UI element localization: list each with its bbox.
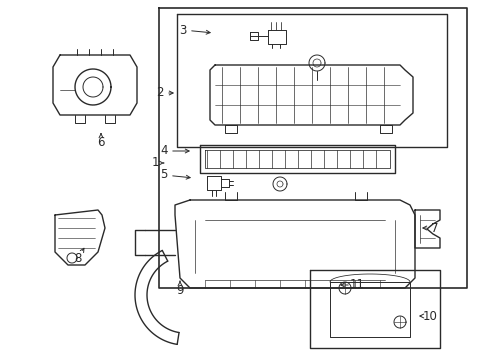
Text: 7: 7 bbox=[430, 221, 438, 234]
Text: 10: 10 bbox=[422, 310, 437, 323]
Text: 8: 8 bbox=[74, 252, 81, 265]
Text: 3: 3 bbox=[179, 23, 186, 36]
Text: 4: 4 bbox=[160, 144, 167, 158]
Text: 1: 1 bbox=[151, 157, 159, 170]
Text: 11: 11 bbox=[349, 279, 364, 292]
Text: 6: 6 bbox=[97, 136, 104, 149]
Text: 2: 2 bbox=[156, 86, 163, 99]
Text: 9: 9 bbox=[176, 284, 183, 297]
Text: 5: 5 bbox=[160, 168, 167, 181]
